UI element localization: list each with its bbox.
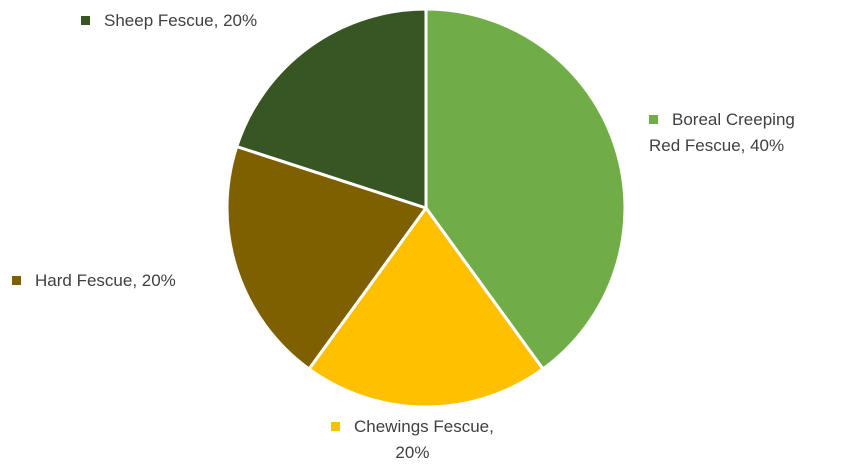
data-label-text: Hard Fescue, 20% xyxy=(35,271,176,290)
data-label-line: Boreal Creeping xyxy=(649,107,795,133)
data-label-text: Boreal Creeping xyxy=(672,110,795,129)
data-label-line: Sheep Fescue, 20% xyxy=(81,8,257,34)
data-label-line: 20% xyxy=(331,440,494,466)
data-label-line: Hard Fescue, 20% xyxy=(12,268,176,294)
data-label-text: Sheep Fescue, 20% xyxy=(104,11,258,30)
data-label-hard-fescue: Hard Fescue, 20% xyxy=(12,268,176,294)
legend-key-marker xyxy=(81,16,90,25)
data-label-text: 20% xyxy=(395,443,430,462)
legend-key-marker xyxy=(331,422,340,431)
pie-slice-boreal-creeping-red-fescue xyxy=(424,7,627,371)
legend-key-marker xyxy=(649,115,658,124)
data-label-sheep-fescue: Sheep Fescue, 20% xyxy=(81,8,257,34)
legend-key-marker xyxy=(12,276,21,285)
data-label-boreal-creeping-red-fescue: Boreal Creeping Red Fescue, 40% xyxy=(649,107,795,159)
data-label-line: Chewings Fescue, xyxy=(331,414,494,440)
data-label-text: Chewings Fescue, xyxy=(354,417,494,436)
pie-slice-sheep-fescue xyxy=(235,7,428,210)
data-label-text: Red Fescue, 40% xyxy=(649,136,785,155)
data-label-chewings-fescue: Chewings Fescue, 20% xyxy=(331,414,494,466)
data-label-line: Red Fescue, 40% xyxy=(649,133,795,159)
pie-slice-hard-fescue xyxy=(225,145,428,371)
pie-slice-chewings-fescue xyxy=(307,206,545,409)
